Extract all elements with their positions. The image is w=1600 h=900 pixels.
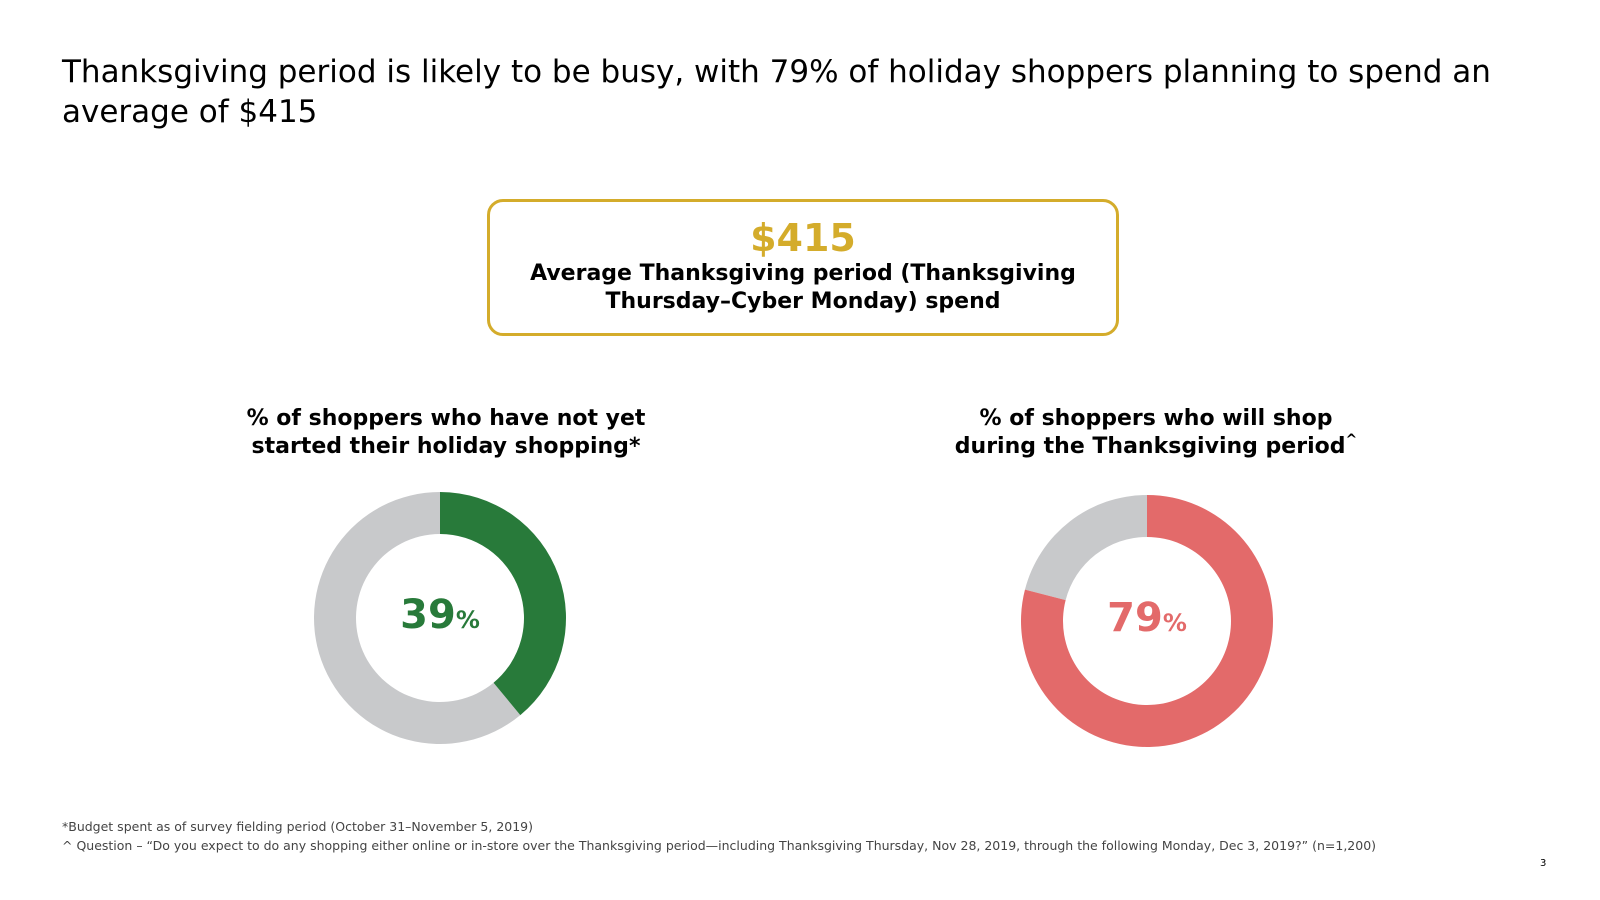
donut-slice-will-shop-remainder — [1025, 495, 1147, 600]
average-spend-label: Average Thanksgiving period (Thanksgivin… — [490, 260, 1116, 316]
chart-not-started-heading-marker: * — [629, 434, 641, 459]
average-spend-value: $415 — [490, 216, 1116, 260]
chart-not-started-heading-text: started their holiday shopping — [252, 434, 629, 459]
average-spend-label-line2: Thursday–Cyber Monday) spend — [490, 288, 1116, 316]
footnote-question: ^ Question – “Do you expect to do any sh… — [62, 836, 1562, 855]
chart-will-shop-center-unit: % — [1163, 609, 1187, 637]
average-spend-label-line1: Average Thanksgiving period (Thanksgivin… — [490, 260, 1116, 288]
chart-will-shop-center-label: 79% — [1067, 595, 1227, 641]
chart-will-shop-heading-line1: % of shoppers who will shop — [896, 405, 1416, 433]
chart-not-started-heading: % of shoppers who have not yet started t… — [186, 405, 706, 461]
chart-not-started-center-label: 39% — [360, 592, 520, 638]
footnote-budget: *Budget spent as of survey fielding peri… — [62, 817, 1562, 836]
average-spend-callout: $415 Average Thanksgiving period (Thanks… — [487, 199, 1119, 336]
chart-not-started-center-unit: % — [456, 606, 480, 634]
slide-title: Thanksgiving period is likely to be busy… — [62, 52, 1522, 132]
chart-not-started-heading-line1: % of shoppers who have not yet — [186, 405, 706, 433]
chart-will-shop-heading-line2: during the Thanksgiving period^ — [896, 433, 1416, 461]
chart-will-shop-center-value: 79 — [1107, 595, 1163, 641]
chart-not-started-center-value: 39 — [400, 592, 456, 638]
chart-will-shop-heading: % of shoppers who will shop during the T… — [896, 405, 1416, 461]
footnotes: *Budget spent as of survey fielding peri… — [62, 817, 1562, 855]
chart-not-started-heading-line2: started their holiday shopping* — [186, 433, 706, 461]
chart-will-shop-heading-text: during the Thanksgiving period — [955, 434, 1346, 459]
page-number: 3 — [1540, 858, 1546, 869]
chart-will-shop-heading-marker: ^ — [1345, 432, 1357, 448]
